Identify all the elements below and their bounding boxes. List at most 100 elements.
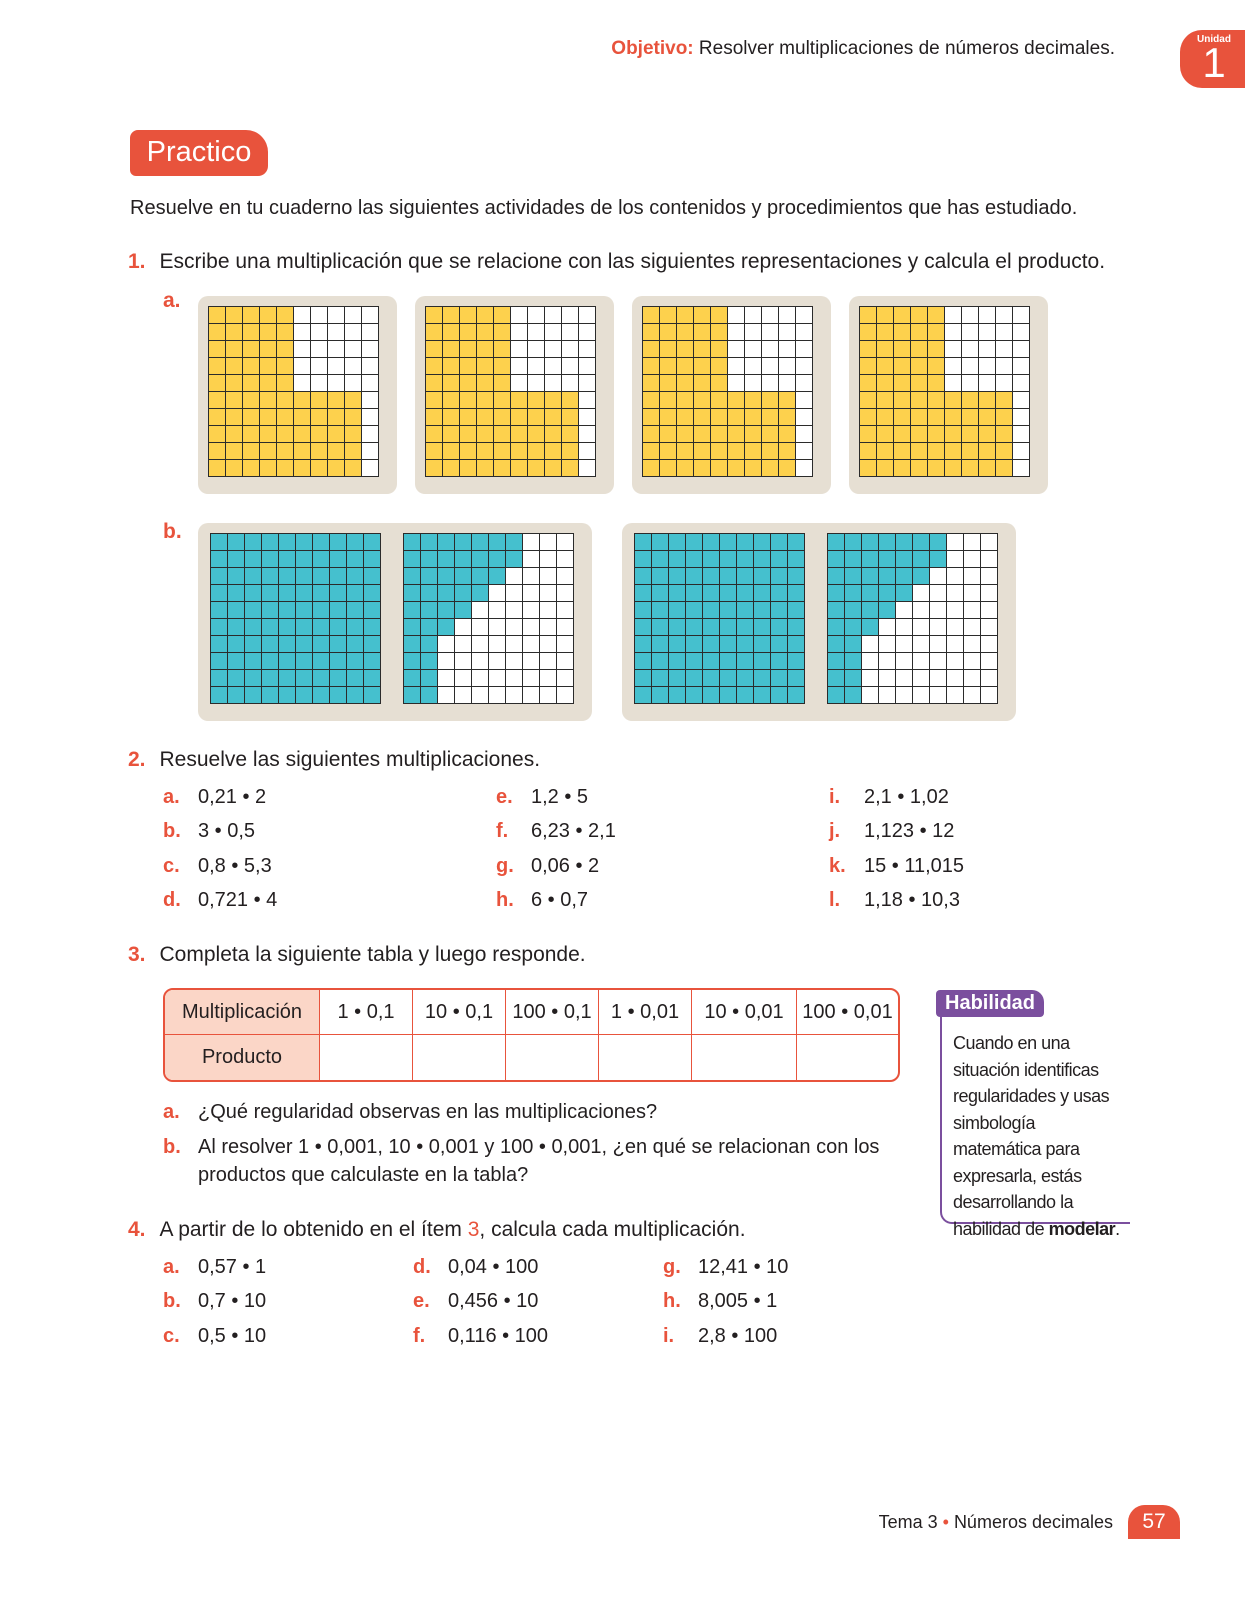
grid-cell	[363, 567, 381, 585]
grid-cell	[995, 459, 1013, 477]
grid-cell	[420, 567, 438, 585]
grid-cell	[346, 618, 364, 636]
grid-cell	[539, 567, 557, 585]
grid-cell	[927, 323, 945, 341]
grid-cell	[861, 601, 879, 619]
grid-card-b2	[622, 523, 1016, 721]
grid-cell	[927, 459, 945, 477]
grid-cell	[685, 669, 703, 687]
grid-cell	[544, 357, 562, 375]
q2-item: k. 15 • 11,015	[829, 855, 964, 878]
grid-cell	[710, 408, 728, 426]
grid-cell	[770, 686, 788, 704]
grid-cell	[929, 533, 947, 551]
grid-cell	[505, 686, 523, 704]
grid-cell	[363, 584, 381, 602]
grid-cell	[876, 323, 894, 341]
grid-cell	[295, 669, 313, 687]
grid-cell	[642, 408, 660, 426]
table-header-cell: 100 • 0,1	[506, 990, 599, 1035]
grid-cell	[522, 550, 540, 568]
grid-cell	[827, 686, 845, 704]
q1-a-label: a.	[163, 289, 181, 312]
grid-cell	[327, 442, 345, 460]
grid-cell	[208, 306, 226, 324]
grid-cell	[476, 323, 494, 341]
grid-cell	[425, 323, 443, 341]
grid-cell	[893, 306, 911, 324]
grid-cell	[642, 374, 660, 392]
grid-cell	[893, 425, 911, 443]
grid-cell	[676, 306, 694, 324]
grid-cell	[634, 550, 652, 568]
grid-cell	[761, 442, 779, 460]
grid-cell	[471, 584, 489, 602]
grid-cell	[693, 391, 711, 409]
grid-cell	[544, 323, 562, 341]
grid-cell	[363, 601, 381, 619]
grid-cell	[912, 584, 930, 602]
grid-cell	[361, 459, 379, 477]
table-header-cell: 1 • 0,1	[320, 990, 413, 1035]
grid-cell	[710, 306, 728, 324]
grid-cell	[685, 567, 703, 585]
grid-cell	[787, 686, 805, 704]
grid-cell	[437, 584, 455, 602]
grid-cell	[702, 686, 720, 704]
grid-cell	[668, 533, 686, 551]
grid-cell	[244, 635, 262, 653]
item-letter: j.	[829, 820, 841, 842]
grid-cell	[878, 669, 896, 687]
grid-cell	[995, 306, 1013, 324]
grid-cell	[493, 408, 511, 426]
grid-cell	[1012, 425, 1030, 443]
grid-cell	[527, 306, 545, 324]
grid-cell	[859, 391, 877, 409]
grid-cell	[493, 340, 511, 358]
question-3: 3. Completa la siguiente tabla y luego re…	[128, 943, 586, 967]
question-4-number: 4.	[128, 1218, 146, 1241]
grid-cell	[344, 306, 362, 324]
grid-cell	[878, 652, 896, 670]
grid-cell	[963, 652, 981, 670]
grid-cell	[244, 567, 262, 585]
grid-cell	[1012, 357, 1030, 375]
grid-cell	[225, 306, 243, 324]
grid-cell	[510, 323, 528, 341]
grid-cell	[471, 635, 489, 653]
grid-cell	[859, 374, 877, 392]
habilidad-title: Habilidad	[936, 990, 1045, 1017]
item-letter: f.	[496, 820, 509, 842]
item-expression: 15 • 11,015	[864, 855, 965, 877]
grid-cell	[361, 442, 379, 460]
grid-cell	[295, 550, 313, 568]
grid-cell	[403, 618, 421, 636]
q2-item: g. 0,06 • 2	[496, 855, 599, 878]
grid-cell	[488, 652, 506, 670]
item-expression: 6 • 0,7	[531, 889, 589, 911]
grid-cell	[493, 391, 511, 409]
grid-cell	[454, 686, 472, 704]
grid-cell	[227, 584, 245, 602]
grid-cell	[312, 635, 330, 653]
q2-item: c. 0,8 • 5,3	[163, 855, 272, 878]
hundred-grid-b1-full	[210, 533, 381, 704]
hundred-grid-b1-partial	[403, 533, 574, 704]
grid-cell	[651, 618, 669, 636]
grid-cell	[454, 550, 472, 568]
grid-cell	[344, 374, 362, 392]
grid-cell	[276, 459, 294, 477]
hundred-grid-a1	[208, 306, 379, 477]
grid-cell	[505, 635, 523, 653]
grid-cell	[522, 669, 540, 687]
grid-cell	[476, 374, 494, 392]
question-4: 4. A partir de lo obtenido en el ítem 3, …	[128, 1218, 746, 1242]
grid-cell	[476, 408, 494, 426]
grid-cell	[210, 533, 228, 551]
grid-cell	[727, 340, 745, 358]
grid-cell	[454, 567, 472, 585]
grid-cell	[651, 550, 669, 568]
footer-separator: •	[942, 1512, 949, 1532]
grid-cell	[242, 374, 260, 392]
grid-cell	[539, 669, 557, 687]
